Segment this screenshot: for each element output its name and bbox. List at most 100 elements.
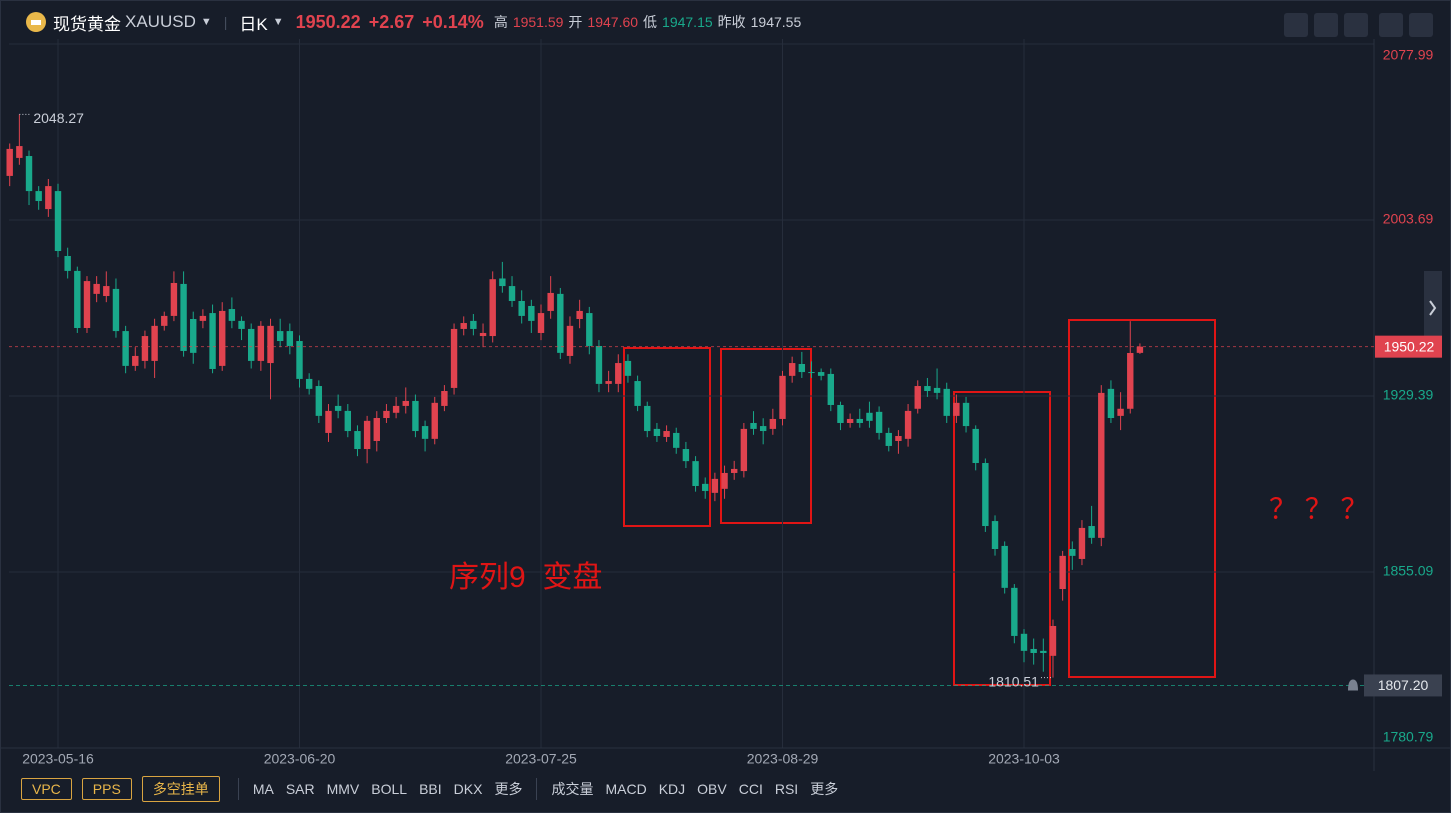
candle-body — [151, 325, 158, 361]
bell-icon — [1348, 679, 1358, 691]
candle-body — [315, 386, 323, 416]
candle-body — [460, 323, 467, 329]
candle-body — [16, 146, 23, 158]
candle-tool[interactable] — [1344, 13, 1368, 37]
candle-body — [296, 341, 303, 379]
y-tick-label: 2003.69 — [1383, 211, 1434, 227]
toolbar-button[interactable]: VPC — [21, 778, 72, 800]
indicator[interactable]: 更多 — [810, 781, 839, 797]
candle-body — [1078, 527, 1086, 559]
candle-body — [962, 402, 970, 427]
candle-body — [199, 315, 207, 321]
candle-body — [248, 328, 255, 361]
candle-body — [644, 405, 651, 432]
separator — [237, 778, 239, 800]
candle-body — [354, 431, 361, 450]
candle-body — [663, 431, 670, 437]
indicator[interactable]: DKX — [453, 781, 483, 797]
candle-body — [219, 310, 226, 366]
open-label: 开 — [568, 14, 583, 30]
draw-tool[interactable] — [1314, 13, 1338, 37]
candle-body — [759, 426, 767, 432]
code[interactable]: XAUUSD — [125, 12, 196, 31]
period[interactable]: 日K — [239, 14, 268, 34]
indicator[interactable]: RSI — [774, 781, 799, 797]
candle-body — [827, 373, 834, 405]
candle-body — [334, 405, 342, 411]
candle-body — [779, 375, 786, 419]
candle-body — [972, 428, 979, 464]
candle-body — [325, 410, 332, 433]
min-label: 1810.51 — [988, 673, 1039, 689]
separator — [536, 778, 538, 800]
candle-body — [1098, 392, 1105, 538]
indicator[interactable]: MACD — [605, 781, 647, 797]
candle-body — [692, 461, 699, 486]
close-button[interactable] — [1409, 13, 1433, 37]
candle-body — [470, 320, 477, 329]
candle-body — [557, 293, 564, 353]
candle-body — [586, 313, 593, 346]
candle-body — [6, 148, 13, 176]
candle-body — [103, 286, 110, 297]
candle-body — [238, 320, 245, 329]
candle-body — [702, 483, 709, 491]
candle-body — [257, 325, 265, 361]
line-tool[interactable] — [1284, 13, 1308, 37]
indicator[interactable]: 更多 — [494, 781, 523, 797]
annotation: 序列9 变盘 — [449, 561, 602, 594]
change: +2.67 — [368, 11, 415, 32]
price-label: 1950.22 — [1384, 338, 1435, 354]
indicator[interactable]: CCI — [738, 781, 763, 797]
candle-body — [982, 463, 989, 527]
chart: 1780.79 1855.09 1929.39 2003.69 2077.99 2023-… — [1, 39, 1450, 771]
candle-body — [518, 300, 525, 316]
highlight-box — [623, 347, 711, 527]
candle-body — [1001, 545, 1008, 588]
expand-button[interactable] — [1379, 13, 1403, 37]
caret: ▼ — [272, 16, 284, 28]
candle-body — [653, 428, 661, 437]
candle-body — [499, 278, 506, 287]
toolbar-button[interactable]: 多空挂单 — [141, 776, 220, 802]
candle-body — [228, 309, 236, 321]
candle-body — [450, 328, 458, 388]
candle-body — [412, 400, 419, 432]
candle-body — [267, 325, 274, 364]
y-tick-label: 2077.99 — [1383, 47, 1434, 63]
indicator[interactable]: MMV — [326, 781, 360, 797]
candle-body — [1107, 388, 1115, 419]
symbol[interactable]: 现货黄金 — [53, 14, 121, 34]
candle-body — [161, 315, 168, 326]
side-tab-arrow — [1429, 300, 1437, 316]
high: 1951.59 — [512, 14, 564, 30]
caret: ▼ — [200, 16, 212, 28]
indicator[interactable]: BBI — [419, 781, 442, 797]
low-label: 低 — [643, 14, 658, 30]
indicator[interactable]: BOLL — [371, 781, 408, 797]
candle-body — [943, 388, 950, 416]
highlight-box — [720, 348, 812, 524]
toolbar-button[interactable]: PPS — [81, 778, 132, 800]
candle-body — [1088, 526, 1095, 538]
alert-label: 1807.20 — [1378, 677, 1429, 693]
candle-body — [566, 325, 574, 356]
candle-body — [1040, 650, 1047, 653]
x-tick-label: 2023-08-29 — [747, 751, 819, 767]
candle-body — [808, 372, 815, 374]
x-tick-label: 2023-05-16 — [22, 751, 94, 767]
indicator[interactable]: SAR — [285, 781, 315, 797]
candle-body — [363, 420, 371, 450]
indicator[interactable]: MA — [252, 781, 274, 797]
indicator[interactable]: 成交量 — [551, 781, 594, 797]
highlight-box — [953, 391, 1051, 686]
candle-body — [624, 360, 632, 376]
prev-close: 1947.55 — [750, 14, 802, 30]
indicator[interactable]: OBV — [697, 781, 727, 797]
candle-body — [875, 411, 883, 433]
candle-body — [837, 404, 844, 423]
indicator[interactable]: KDJ — [658, 781, 686, 797]
side-tab[interactable] — [1424, 271, 1442, 346]
candle-body — [489, 279, 496, 337]
x-tick-label: 2023-07-25 — [505, 751, 577, 767]
